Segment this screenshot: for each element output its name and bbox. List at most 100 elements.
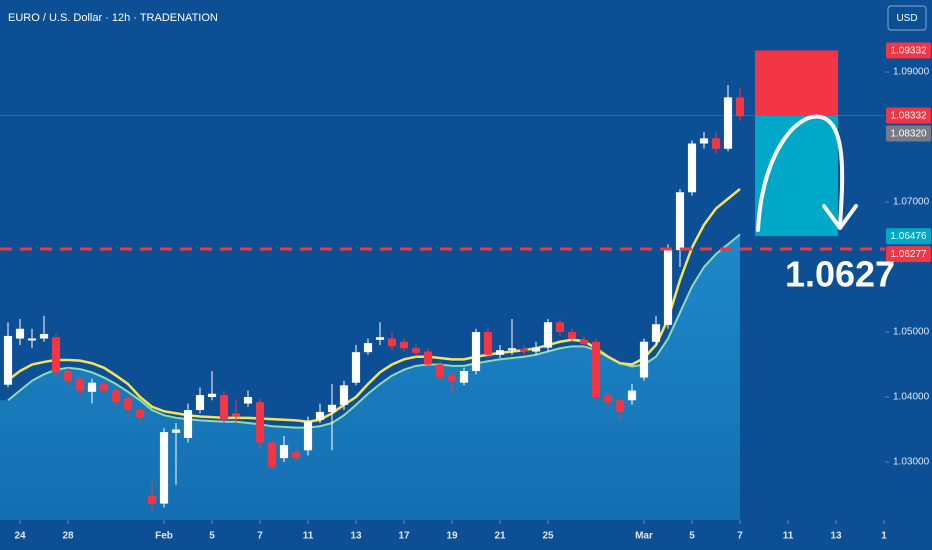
- plot-area: [0, 50, 885, 520]
- candle-body: [735, 97, 745, 117]
- x-tick-label: 21: [494, 531, 506, 542]
- candle-body: [87, 382, 97, 392]
- candle-body: [543, 322, 553, 348]
- candle-body: [699, 138, 709, 144]
- candle-body: [351, 352, 361, 383]
- candle-body: [51, 337, 61, 373]
- candle-body: [303, 421, 313, 451]
- candle-body: [591, 341, 601, 398]
- candle-body: [327, 404, 337, 412]
- x-tick-label: 13: [830, 531, 842, 542]
- candle-body: [243, 397, 253, 404]
- price-badge-label: 1.06476: [890, 231, 927, 242]
- candle-body: [15, 328, 25, 339]
- candle-body: [435, 364, 445, 378]
- candle-body: [171, 429, 181, 433]
- candle-body: [231, 413, 241, 417]
- candle-body: [567, 332, 577, 339]
- candle-body: [519, 348, 529, 352]
- candle-body: [615, 400, 625, 412]
- stop-zone: [755, 50, 838, 116]
- candle-body: [291, 452, 301, 459]
- x-tick-label: 19: [446, 531, 458, 542]
- candle-body: [39, 333, 49, 339]
- candle-body: [267, 442, 277, 468]
- x-tick-label: Feb: [155, 531, 173, 542]
- x-tick-label: 7: [257, 531, 263, 542]
- candle-body: [195, 395, 205, 411]
- support-annotation: 1.0627: [785, 254, 895, 295]
- y-tick-label: 1.03000: [893, 457, 930, 468]
- price-badge-label: 1.08332: [890, 111, 927, 122]
- price-badge: [886, 246, 931, 263]
- x-tick-label: 11: [783, 531, 794, 542]
- candle-body: [3, 335, 13, 385]
- y-tick-label: 1.07000: [893, 197, 930, 208]
- chart-title: EURO / U.S. Dollar · 12h · TRADENATION: [8, 12, 218, 24]
- x-tick-label: 5: [689, 531, 695, 542]
- candle-body: [483, 332, 493, 355]
- candle-body: [447, 375, 457, 381]
- y-tick-label: 1.05000: [893, 327, 930, 338]
- y-tick-label: 1.09000: [893, 67, 930, 78]
- projection-arrow: [756, 114, 845, 232]
- price-badge: [886, 107, 931, 124]
- arrow-head: [822, 204, 858, 230]
- price-badge: [886, 125, 931, 142]
- area-fill: [0, 234, 741, 520]
- candle-body: [495, 350, 505, 355]
- x-tick-label: 24: [14, 531, 26, 542]
- candle-body: [183, 410, 193, 438]
- candle-body: [147, 495, 157, 504]
- candle-body: [75, 378, 85, 391]
- candle-body: [111, 390, 121, 403]
- price-badge: [886, 42, 931, 59]
- candle-body: [579, 339, 589, 344]
- candle-body: [423, 351, 433, 365]
- candle-body: [387, 338, 397, 347]
- x-tick-label: 7: [737, 531, 743, 542]
- candle-body: [723, 97, 733, 149]
- price-badge-label: 1.06277: [890, 249, 927, 260]
- candle-body: [651, 324, 661, 342]
- candle-body: [675, 192, 685, 251]
- candle-body: [399, 341, 409, 349]
- candle-body: [159, 432, 169, 504]
- y-tick-label: 1.04000: [893, 392, 930, 403]
- candle-body: [339, 385, 349, 405]
- price-badge: [886, 228, 931, 245]
- candle-body: [531, 347, 541, 352]
- candle-body: [711, 138, 721, 149]
- candle-body: [471, 332, 481, 372]
- candle-body: [63, 371, 73, 381]
- candle-body: [207, 393, 217, 398]
- candle-body: [315, 411, 325, 420]
- candle-body: [219, 395, 229, 420]
- axes: 1.09000 1.07000 1.05000 1.04000 1.03000 24 28 F…: [14, 42, 931, 542]
- candle-body: [639, 341, 649, 378]
- x-tick-label: 13: [350, 531, 362, 542]
- price-badge-label: 1.09332: [890, 46, 927, 57]
- moving-average: [7, 188, 741, 423]
- currency-button[interactable]: [887, 5, 927, 31]
- candle-body: [363, 343, 373, 353]
- candle-body: [27, 338, 37, 341]
- currency-label[interactable]: USD: [896, 13, 917, 24]
- candle-body: [135, 410, 145, 418]
- candle-body: [255, 402, 265, 443]
- candle-body: [123, 398, 133, 411]
- candle-body: [375, 337, 385, 340]
- x-tick-label: 1: [881, 531, 887, 542]
- candle-body: [627, 390, 637, 401]
- x-tick-label: 25: [542, 531, 554, 542]
- price-badge-label: 1.08320: [890, 129, 927, 140]
- candle-body: [603, 395, 613, 403]
- candle-body: [687, 143, 697, 193]
- candle-body: [411, 348, 421, 353]
- x-tick-label: 5: [209, 531, 215, 542]
- candle-body: [99, 384, 109, 391]
- candle-body: [459, 371, 469, 383]
- x-tick-label: 28: [62, 531, 74, 542]
- drawings: [756, 114, 858, 232]
